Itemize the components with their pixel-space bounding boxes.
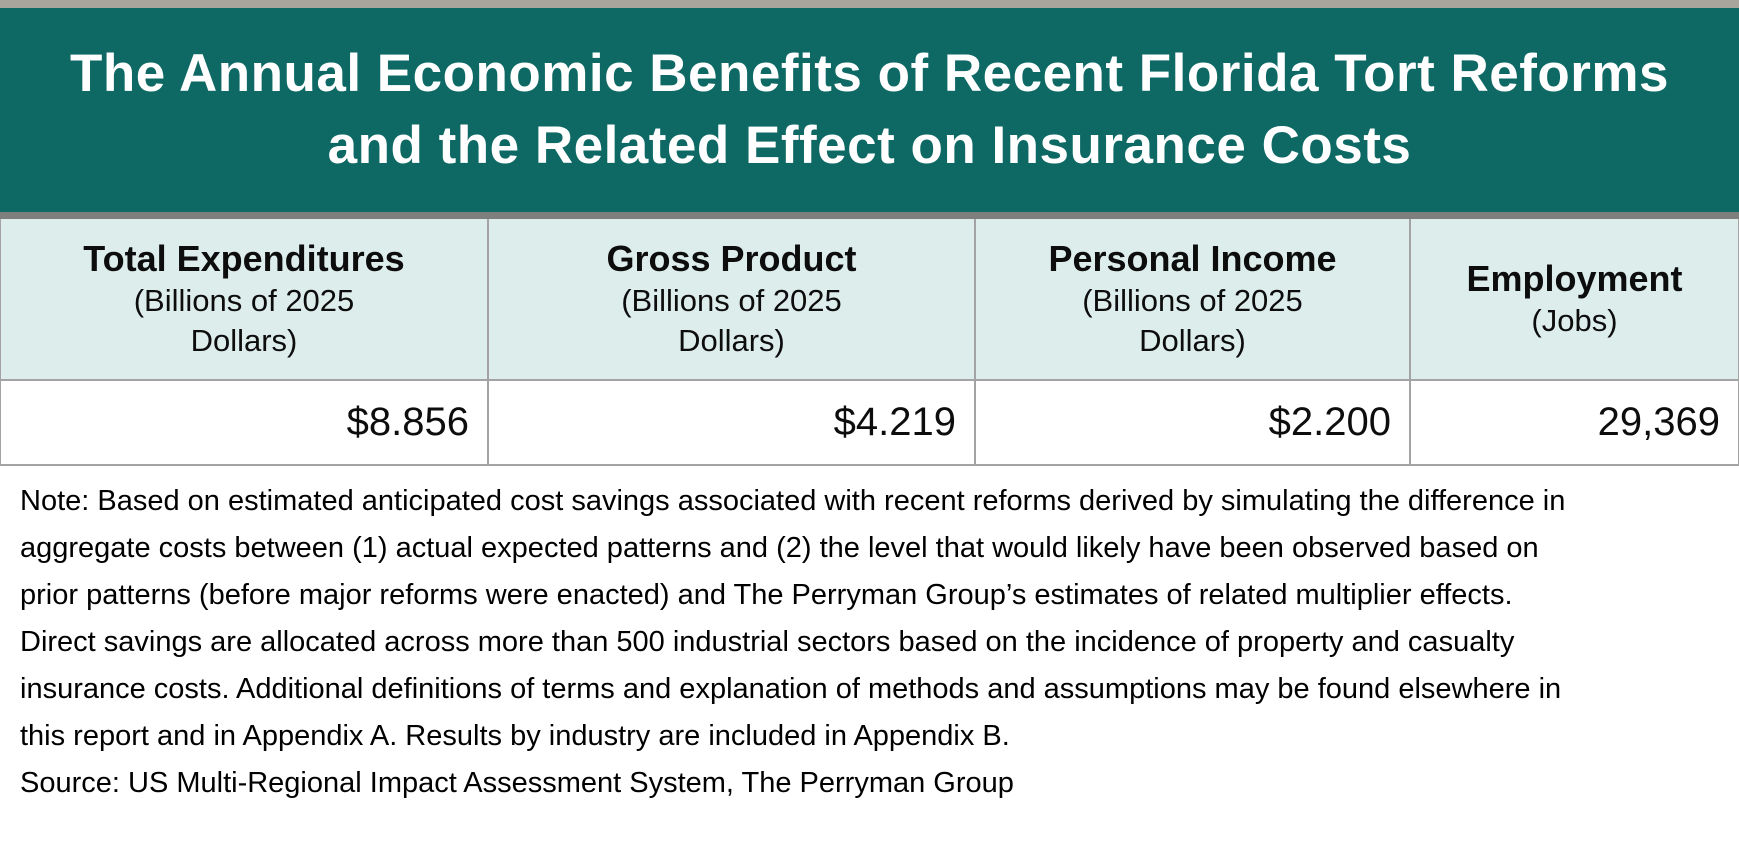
notes-section: Note: Based on estimated anticipated cos… [0,466,1739,807]
column-label: Personal Income [1048,238,1337,279]
separator-bar [0,212,1739,219]
value-cell-gross-product: $4.219 [487,381,974,464]
header-cell-total-expenditures: Total Expenditures (Billions of 2025 Dol… [0,219,487,379]
header-cell-employment: Employment (Jobs) [1409,219,1739,379]
column-sublabel: (Billions of 2025 Dollars) [1082,283,1303,358]
title-banner: The Annual Economic Benefits of Recent F… [0,8,1739,212]
header-cell-personal-income: Personal Income (Billions of 2025 Dollar… [974,219,1409,379]
column-sublabel: (Billions of 2025 Dollars) [133,283,355,358]
column-label: Gross Product [606,238,857,279]
note-text: Note: Based on estimated anticipated cos… [20,485,1566,752]
column-label: Employment [1466,258,1683,299]
table-header-row: Total Expenditures (Billions of 2025 Dol… [0,219,1739,381]
value-cell-personal-income: $2.200 [974,381,1409,464]
table-title: The Annual Economic Benefits of Recent F… [69,44,1670,175]
header-cell-gross-product: Gross Product (Billions of 2025 Dollars) [487,219,974,379]
top-gray-strip [0,0,1739,8]
source-text: Source: US Multi-Regional Impact Assessm… [20,767,1014,799]
value-cell-employment: 29,369 [1409,381,1739,464]
value-cell-total-expenditures: $8.856 [0,381,487,464]
column-sublabel: (Jobs) [1531,303,1618,338]
column-sublabel: (Billions of 2025 Dollars) [621,283,842,358]
column-label: Total Expenditures [83,238,405,279]
table-value-row: $8.856 $4.219 $2.200 29,369 [0,381,1739,466]
